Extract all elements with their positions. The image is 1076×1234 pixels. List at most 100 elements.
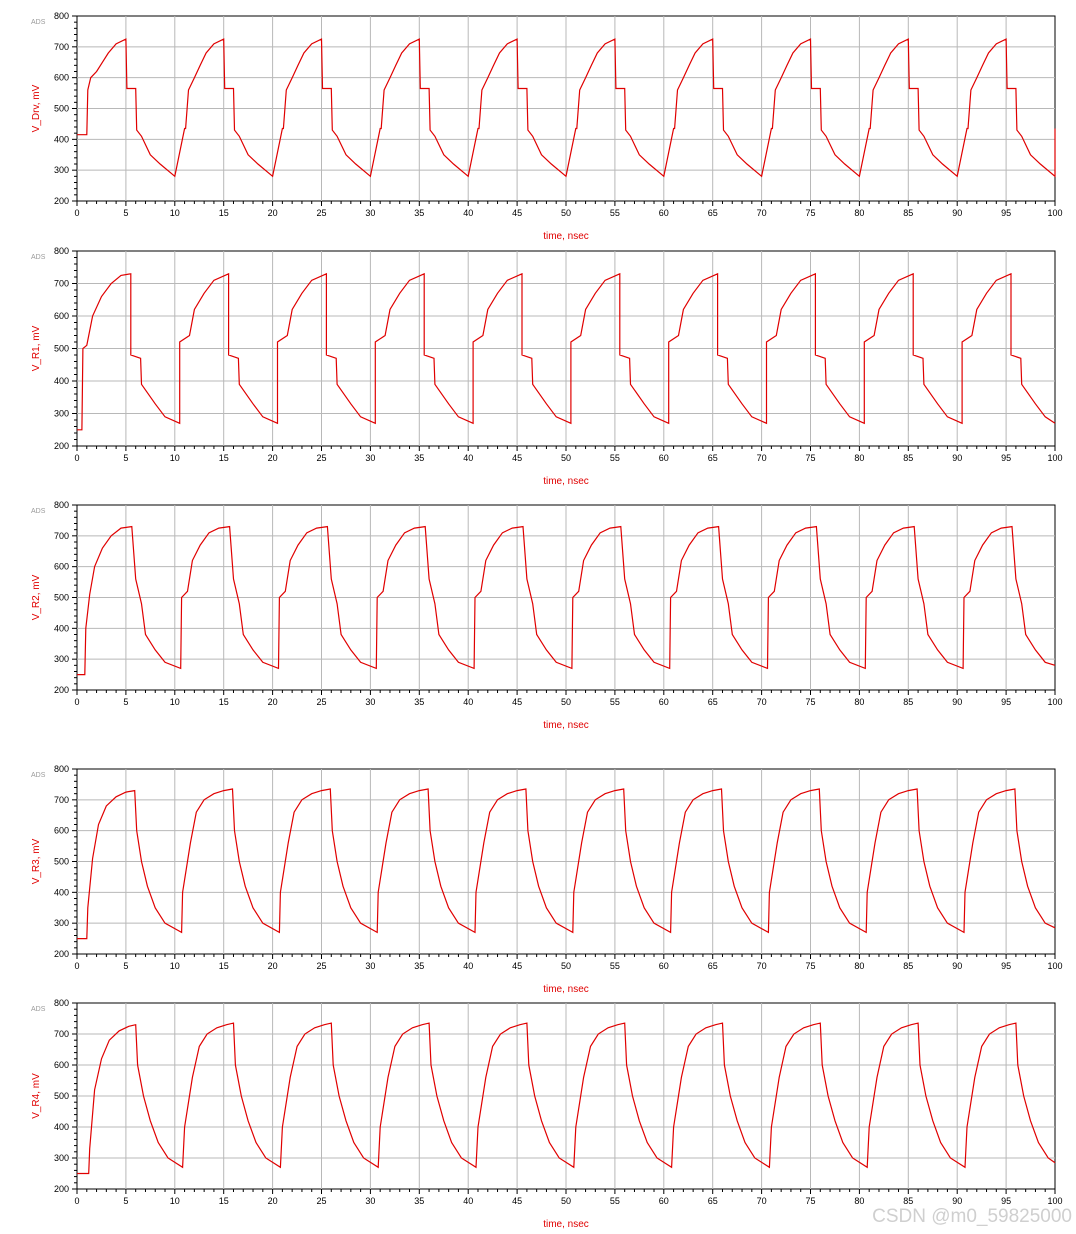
x-tick-label: 50 <box>561 961 571 971</box>
y-tick-label: 400 <box>54 1122 69 1132</box>
x-tick-label: 95 <box>1001 961 1011 971</box>
x-tick-label: 25 <box>316 697 326 707</box>
x-tick-label: 20 <box>268 208 278 218</box>
x-tick-label: 60 <box>659 961 669 971</box>
ads-badge: ADS <box>31 19 46 26</box>
x-tick-label: 15 <box>219 961 229 971</box>
ads-badge: ADS <box>31 772 46 779</box>
x-tick-label: 45 <box>512 961 522 971</box>
x-tick-label: 30 <box>365 697 375 707</box>
x-tick-label: 5 <box>123 697 128 707</box>
x-tick-label: 35 <box>414 697 424 707</box>
ads-badge: ADS <box>31 254 46 261</box>
x-tick-label: 0 <box>74 1196 79 1206</box>
y-tick-label: 500 <box>54 593 69 603</box>
x-tick-label: 15 <box>219 453 229 463</box>
y-tick-label: 300 <box>54 1153 69 1163</box>
y-tick-label: 200 <box>54 196 69 206</box>
x-tick-label: 90 <box>952 453 962 463</box>
y-tick-label: 200 <box>54 1184 69 1194</box>
x-tick-label: 70 <box>757 697 767 707</box>
x-tick-label: 25 <box>316 961 326 971</box>
x-tick-label: 35 <box>414 961 424 971</box>
y-tick-label: 600 <box>54 826 69 836</box>
x-tick-label: 30 <box>365 961 375 971</box>
y-tick-label: 500 <box>54 104 69 114</box>
x-tick-label: 100 <box>1047 453 1062 463</box>
x-tick-label: 100 <box>1047 961 1062 971</box>
y-tick-label: 800 <box>54 998 69 1008</box>
x-tick-label: 45 <box>512 208 522 218</box>
x-tick-label: 85 <box>903 453 913 463</box>
y-tick-label: 700 <box>54 795 69 805</box>
x-tick-label: 5 <box>123 1196 128 1206</box>
y-tick-label: 200 <box>54 949 69 959</box>
x-axis-label: time, nsec <box>543 720 589 731</box>
x-tick-label: 55 <box>610 697 620 707</box>
x-tick-label: 20 <box>268 1196 278 1206</box>
x-tick-label: 65 <box>708 453 718 463</box>
x-tick-label: 35 <box>414 208 424 218</box>
x-tick-label: 80 <box>854 961 864 971</box>
x-tick-label: 100 <box>1047 697 1062 707</box>
y-tick-label: 300 <box>54 654 69 664</box>
y-tick-label: 600 <box>54 1060 69 1070</box>
x-tick-label: 10 <box>170 961 180 971</box>
y-tick-label: 700 <box>54 279 69 289</box>
x-tick-label: 65 <box>708 961 718 971</box>
x-tick-label: 95 <box>1001 208 1011 218</box>
x-tick-label: 5 <box>123 453 128 463</box>
x-tick-label: 25 <box>316 1196 326 1206</box>
x-tick-label: 0 <box>74 453 79 463</box>
x-tick-label: 100 <box>1047 208 1062 218</box>
x-tick-label: 10 <box>170 453 180 463</box>
x-tick-label: 15 <box>219 1196 229 1206</box>
y-axis-label: V_R1, mV <box>31 325 42 371</box>
y-tick-label: 400 <box>54 376 69 386</box>
y-tick-label: 500 <box>54 857 69 867</box>
x-tick-label: 40 <box>463 208 473 218</box>
y-axis-label: V_R2, mV <box>31 574 42 620</box>
chart-panel-4: 200 300 400 500 600 700 800 0 5 10 15 20 25 30 35 40 45 5… <box>31 764 1063 995</box>
y-axis-label: V_Drv, mV <box>31 84 42 132</box>
y-tick-label: 600 <box>54 562 69 572</box>
x-tick-label: 85 <box>903 697 913 707</box>
y-tick-label: 200 <box>54 441 69 451</box>
x-tick-label: 30 <box>365 1196 375 1206</box>
chart-panel-3: 200 300 400 500 600 700 800 0 5 10 15 20 25 30 35 40 45 5… <box>31 500 1063 731</box>
x-tick-label: 60 <box>659 697 669 707</box>
chart-panel-1: 200 300 400 500 600 700 800 0 5 10 15 20 25 30 35 40 45 5… <box>31 11 1063 242</box>
x-tick-label: 75 <box>805 697 815 707</box>
x-tick-label: 80 <box>854 697 864 707</box>
x-tick-label: 80 <box>854 453 864 463</box>
series-line-1 <box>77 525 1056 676</box>
x-tick-label: 5 <box>123 961 128 971</box>
x-tick-label: 90 <box>952 961 962 971</box>
x-tick-label: 60 <box>659 453 669 463</box>
x-tick-label: 55 <box>610 208 620 218</box>
x-tick-label: 25 <box>316 208 326 218</box>
x-tick-label: 75 <box>805 961 815 971</box>
y-tick-label: 500 <box>54 344 69 354</box>
x-tick-label: 55 <box>610 1196 620 1206</box>
x-tick-label: 55 <box>610 961 620 971</box>
x-tick-label: 45 <box>512 697 522 707</box>
x-tick-label: 95 <box>1001 1196 1011 1206</box>
x-tick-label: 20 <box>268 453 278 463</box>
y-tick-label: 300 <box>54 409 69 419</box>
series-line-1 <box>77 788 1056 940</box>
series-line-1 <box>77 38 1056 178</box>
x-tick-label: 40 <box>463 961 473 971</box>
x-tick-label: 70 <box>757 453 767 463</box>
x-tick-label: 5 <box>123 208 128 218</box>
ads-badge: ADS <box>31 1006 46 1013</box>
x-tick-label: 50 <box>561 697 571 707</box>
x-tick-label: 20 <box>268 961 278 971</box>
x-tick-label: 80 <box>854 1196 864 1206</box>
x-axis-label: time, nsec <box>543 231 589 242</box>
x-tick-label: 75 <box>805 453 815 463</box>
x-tick-label: 95 <box>1001 453 1011 463</box>
y-tick-label: 400 <box>54 134 69 144</box>
y-tick-label: 500 <box>54 1091 69 1101</box>
